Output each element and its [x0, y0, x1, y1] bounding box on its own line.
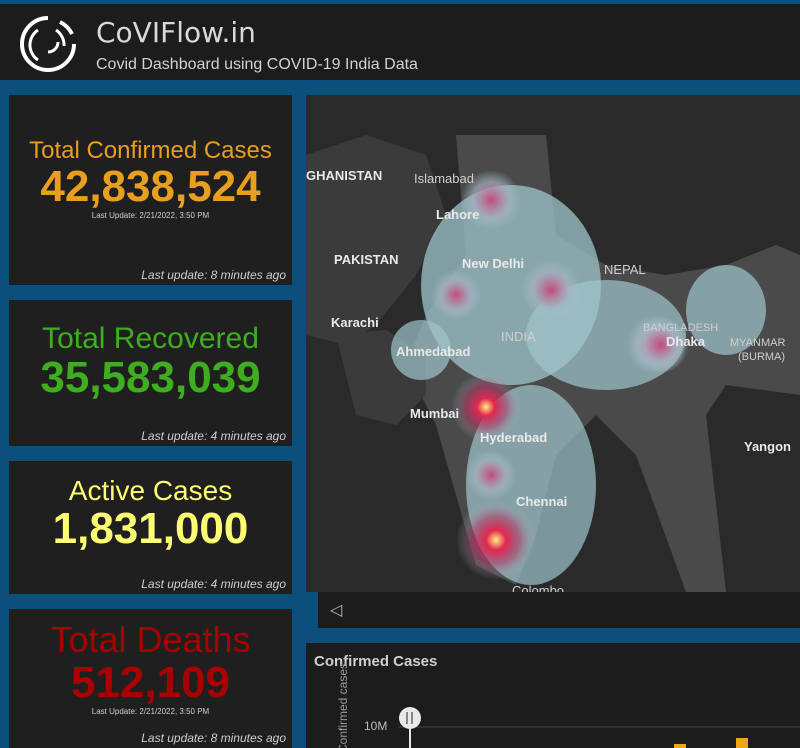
confirmed-footer: Last update: 8 minutes ago — [141, 268, 286, 282]
map-label-lahore: Lahore — [436, 207, 479, 222]
confirmed-card: Total Confirmed Cases 42,838,524 Last Up… — [9, 95, 292, 285]
chart-bar — [674, 744, 686, 748]
confirmed-last-update: Last Update: 2/21/2022, 3:50 PM — [91, 211, 210, 220]
chevron-left-icon[interactable]: ◁ — [330, 602, 343, 619]
map-canvas[interactable]: GHANISTAN Islamabad Lahore PAKISTAN New … — [306, 95, 800, 592]
map-label-pakistan: PAKISTAN — [334, 252, 399, 267]
app-title: CoVIFlow.in — [96, 16, 256, 49]
map-label-myanmar: MYANMAR — [730, 337, 785, 349]
map-label-colombo: Colombo — [512, 583, 564, 592]
map-label-ahmedabad: Ahmedabad — [396, 344, 470, 359]
recovered-card: Total Recovered 35,583,039 Last update: … — [9, 300, 292, 446]
recovered-label: Total Recovered — [42, 322, 259, 355]
recovered-value: 35,583,039 — [40, 353, 261, 402]
logo-icon — [20, 16, 76, 72]
confirmed-label: Total Confirmed Cases — [29, 137, 272, 164]
chart-plot — [398, 707, 800, 748]
slider-handle-icon[interactable] — [399, 707, 421, 748]
map-navigation-bar: ◁ — [318, 592, 800, 628]
map-label-yangon: Yangon — [744, 439, 791, 454]
map-label-nepal: NEPAL — [604, 262, 646, 277]
app-header: CoVIFlow.in Covid Dashboard using COVID-… — [0, 4, 800, 81]
heat-map[interactable]: GHANISTAN Islamabad Lahore PAKISTAN New … — [306, 95, 800, 592]
map-label-burma: (BURMA) — [738, 351, 785, 363]
deaths-card: Total Deaths 512,109 Last Update: 2/21/2… — [9, 609, 292, 748]
map-label-india: INDIA — [501, 329, 536, 344]
app-subtitle: Covid Dashboard using COVID-19 India Dat… — [96, 56, 418, 73]
chart-title: Confirmed Cases — [314, 653, 438, 670]
map-label-new-delhi: New Delhi — [462, 256, 524, 271]
deaths-label: Total Deaths — [50, 619, 251, 660]
active-value: 1,831,000 — [52, 504, 249, 553]
chart-bar — [736, 738, 748, 748]
active-footer: Last update: 4 minutes ago — [141, 577, 286, 591]
map-label-mumbai: Mumbai — [410, 406, 459, 421]
recovered-footer: Last update: 4 minutes ago — [141, 429, 286, 443]
map-label-karachi: Karachi — [331, 315, 379, 330]
confirmed-value: 42,838,524 — [40, 162, 261, 211]
deaths-last-update: Last Update: 2/21/2022, 3:50 PM — [91, 707, 210, 716]
map-label-hyderabad: Hyderabad — [480, 430, 547, 445]
chart-y-tick: 10M — [364, 719, 388, 733]
map-label-afghanistan: GHANISTAN — [306, 168, 382, 183]
map-label-chennai: Chennai — [516, 494, 567, 509]
active-label: Active Cases — [68, 475, 233, 506]
confirmed-cases-chart: Confirmed Cases Confirmed cases 10M — [306, 643, 800, 748]
map-label-islamabad: Islamabad — [414, 171, 474, 186]
map-label-bangladesh: BANGLADESH — [643, 322, 718, 334]
map-label-dhaka: Dhaka — [666, 334, 706, 349]
deaths-footer: Last update: 8 minutes ago — [141, 731, 286, 745]
deaths-value: 512,109 — [70, 658, 231, 707]
active-card: Active Cases 1,831,000 Last update: 4 mi… — [9, 461, 292, 594]
